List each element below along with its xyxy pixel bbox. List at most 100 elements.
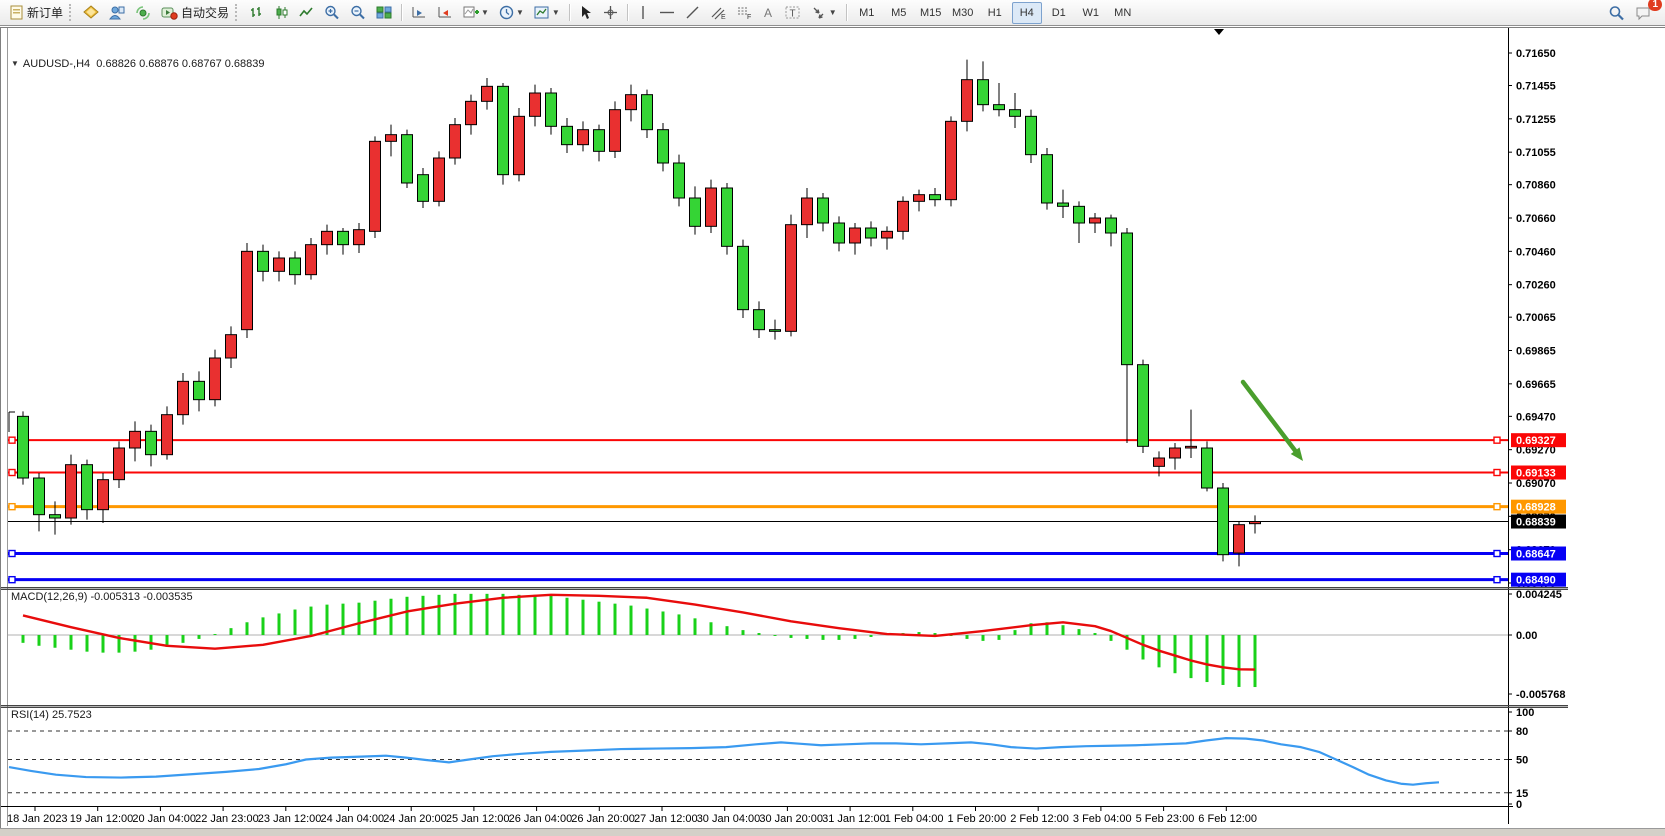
candlestick-chart-icon [276, 6, 288, 19]
timeframe-h1-button[interactable]: H1 [987, 6, 1002, 19]
fibonacci-button[interactable]: F [732, 2, 756, 24]
price-badge-box [1511, 465, 1566, 480]
arrow-shapes-icon [813, 7, 824, 19]
svg-text:A: A [764, 6, 772, 20]
zoom-out-button[interactable] [346, 2, 370, 24]
bull-candle [1153, 457, 1165, 467]
line-handle[interactable] [1493, 468, 1501, 477]
svg-text:E: E [721, 14, 726, 20]
symbol-dropdown-icon[interactable]: ▼ [11, 59, 19, 68]
line-chart-button[interactable] [295, 2, 318, 24]
candlestick-series [17, 59, 1261, 567]
search-button[interactable] [1604, 2, 1629, 24]
trend-arrow[interactable] [1240, 379, 1298, 453]
templates-button[interactable]: ▼ [530, 2, 564, 24]
time-label: 6 Feb 12:00 [1198, 813, 1257, 825]
chart-shift-button[interactable] [433, 2, 457, 24]
notifications-button[interactable]: 1 [1631, 0, 1662, 24]
crosshair-icon [603, 6, 617, 19]
cursor-button[interactable] [575, 2, 597, 24]
bull-candle [881, 230, 893, 239]
new-order-button[interactable]: 新订单 [5, 2, 67, 24]
dropdown-arrow-icon: ▼ [515, 8, 524, 17]
bull-candle [1089, 217, 1101, 224]
text-icon: A [764, 6, 772, 20]
pane-splitter[interactable] [1, 705, 1568, 707]
pane-splitter[interactable] [1, 706, 1568, 708]
bull-candle [609, 109, 621, 152]
bull-candle [897, 200, 909, 232]
trend-arrow-head[interactable] [1290, 447, 1303, 461]
bar-chart-button[interactable] [245, 2, 268, 24]
line-handle[interactable] [1493, 436, 1501, 444]
bull-candle [529, 92, 541, 117]
horizontal-line-button[interactable] [655, 2, 679, 24]
bear-candle [977, 79, 989, 106]
line-handle[interactable] [1493, 575, 1501, 584]
zoom-out-icon [351, 5, 365, 20]
time-label: 18 Jan 2023 [7, 813, 68, 825]
timeframe-d1-button[interactable]: D1 [1051, 6, 1066, 19]
text-button[interactable]: A [758, 2, 779, 24]
time-label: 1 Feb 04:00 [885, 813, 944, 825]
bull-candle [209, 357, 221, 401]
toolbar-separator [845, 4, 847, 21]
line-handle[interactable] [1493, 502, 1501, 511]
line-handle[interactable] [8, 502, 16, 511]
line-handle[interactable] [1493, 549, 1501, 558]
bear-candle [641, 94, 653, 131]
auto-scroll-icon [412, 7, 426, 18]
zoom-in-button[interactable] [320, 2, 344, 24]
vertical-line-button[interactable] [633, 2, 653, 24]
navigator-button[interactable] [131, 2, 155, 24]
bear-candle [1009, 109, 1021, 117]
timeframe-w1-button[interactable]: W1 [1082, 6, 1099, 19]
pane-splitter[interactable] [1, 587, 1568, 589]
autotrading-button[interactable]: 自动交易 [157, 2, 233, 24]
bear-candle [17, 415, 29, 479]
bear-candle [1201, 447, 1213, 489]
pane-splitter[interactable] [1, 588, 1568, 590]
trendline-button[interactable] [681, 2, 704, 24]
bull-candle [849, 227, 861, 244]
candlestick-chart-button[interactable] [270, 2, 293, 24]
periods-button[interactable]: ▼ [495, 2, 528, 24]
bear-candle [753, 309, 765, 331]
tile-windows-button[interactable] [372, 2, 396, 24]
timeframe-mn-button[interactable]: MN [1114, 6, 1132, 19]
price-label-badge: 0.68839 [1511, 514, 1566, 529]
bull-candle [385, 134, 397, 142]
bear-candle [561, 125, 573, 146]
price-label-badge: 0.68928 [1511, 499, 1566, 514]
crosshair-button[interactable] [599, 2, 622, 24]
market-watch-button[interactable] [79, 2, 103, 24]
autotrading-label: 自动交易 [181, 6, 230, 20]
timeframe-m30-button[interactable]: M30 [952, 6, 974, 19]
auto-scroll-button[interactable] [407, 2, 431, 24]
bull-candle [705, 187, 717, 227]
line-handle[interactable] [8, 468, 16, 477]
channel-button[interactable]: E [706, 2, 730, 24]
timeframe-m15-button[interactable]: M15 [920, 6, 942, 19]
line-handle[interactable] [8, 575, 16, 584]
line-handle[interactable] [8, 436, 16, 444]
timeframe-m5-button[interactable]: M5 [891, 6, 907, 19]
time-axis[interactable]: 18 Jan 2023 19 Jan 12:00 20 Jan 04:00 22 Ja… [7, 807, 1257, 825]
bull-candle [801, 197, 813, 226]
toolbar-grip [235, 4, 241, 21]
text-label-button[interactable]: T [781, 2, 805, 24]
time-label: 24 Jan 20:00 [383, 813, 447, 825]
macd-signal-line [22, 593, 1256, 671]
bear-candle [33, 477, 45, 516]
timeframe-h4-button[interactable]: H4 [1011, 1, 1042, 24]
bear-candle [1137, 364, 1149, 447]
line-handle[interactable] [8, 549, 16, 558]
chart-canvas[interactable]: 0.71650 0.71455 0.71255 0.71055 0.70860 0.706… [1, 27, 1665, 828]
indicators-button[interactable]: ▼ [459, 2, 493, 24]
timeframe-m1-button[interactable]: M1 [859, 6, 875, 19]
bear-candle [49, 514, 61, 519]
bull-candle [785, 224, 797, 332]
arrows-button[interactable]: ▼ [807, 2, 841, 24]
vertical-line-icon [642, 6, 644, 19]
data-window-button[interactable] [105, 2, 129, 24]
